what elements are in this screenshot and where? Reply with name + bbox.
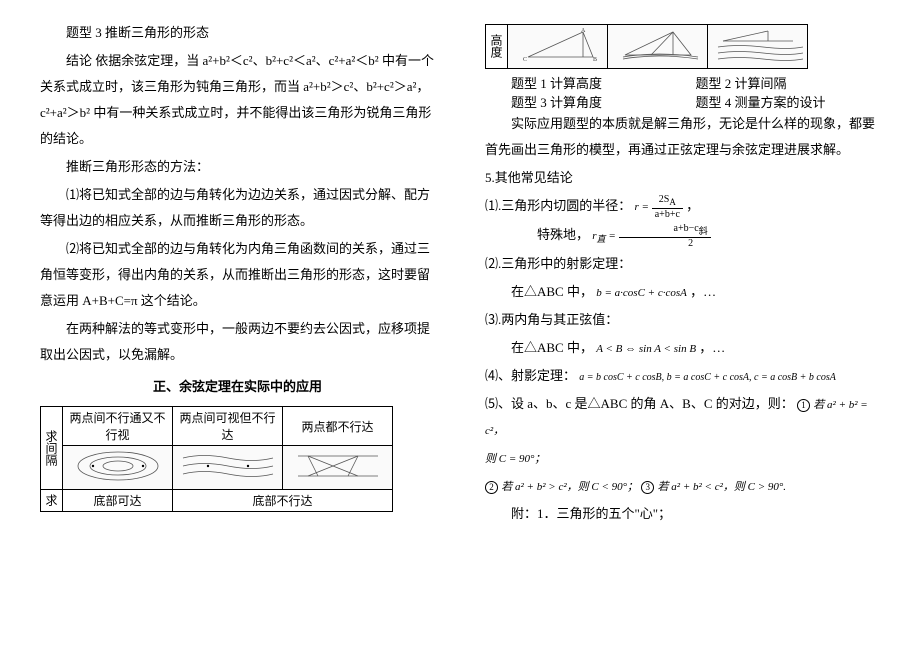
para: ⑷、射影定理： a = b cosC + c cosB, b = a cosC … xyxy=(485,363,880,389)
cell: 底部可达 xyxy=(63,489,173,511)
circled-number: 3 xyxy=(641,481,654,494)
para: 则 C = 90°； xyxy=(485,445,880,471)
cell: 底部不行达 xyxy=(173,489,393,511)
diagram-cell xyxy=(283,446,393,490)
type-item: 题型 3 计算角度 xyxy=(511,92,696,111)
cell: 两点间可视但不行达 xyxy=(173,407,283,446)
circled-number: 2 xyxy=(485,481,498,494)
type-item: 题型 1 计算高度 xyxy=(511,73,696,92)
waves-icon xyxy=(178,448,278,484)
para: ⑴将已知式全部的边与角转化为边边关系，通过因式分解、配方等得出边的相应关系，从而… xyxy=(40,182,435,234)
cell: 两点都不行达 xyxy=(283,407,393,446)
formula: b = a·cosC + c·cosA xyxy=(596,287,687,299)
text: 特殊地， xyxy=(537,227,589,242)
para: 结论 依据余弦定理，当 a²+b²＜c²、b²+c²＜a²、c²+a²＜b² 中… xyxy=(40,48,435,152)
svg-text:B: B xyxy=(593,57,597,63)
diagram-cell xyxy=(173,446,283,490)
crosslines-icon xyxy=(288,448,388,484)
formula: r直 = xyxy=(592,230,618,242)
para: ⑴.三角形内切圆的半径： r = 2SAa+b+c ， xyxy=(485,193,880,220)
fraction: a+b−c斜2 xyxy=(619,223,711,249)
row-label: 高度 xyxy=(486,25,508,69)
text: ， xyxy=(686,198,699,213)
type-item: 题型 4 测量方案的设计 xyxy=(696,92,881,111)
formula: A < B ⇔ sin A < sin B xyxy=(596,343,696,355)
text: ，… xyxy=(690,284,716,299)
fraction: 2SAa+b+c xyxy=(652,194,683,220)
text: ，… xyxy=(699,340,725,355)
type-row: 题型 3 计算角度 题型 4 测量方案的设计 xyxy=(485,92,880,111)
para: ⑵将已知式全部的边与角转化为内角三角函数间的关系，通过三角恒等变形，得出内角的关… xyxy=(40,236,435,314)
text: ⑷、射影定理： xyxy=(485,368,576,383)
para: 在△ABC 中， A < B ⇔ sin A < sin B ，… xyxy=(485,335,880,361)
diagram-cell xyxy=(608,25,708,69)
circled-number: 1 xyxy=(797,399,810,412)
para: 在△ABC 中， b = a·cosC + c·cosA ，… xyxy=(485,279,880,305)
text: ⑴.三角形内切圆的半径： xyxy=(485,198,631,213)
para: 推断三角形形态的方法： xyxy=(40,154,435,180)
text: 在△ABC 中， xyxy=(511,284,593,299)
formula: 则 C = 90°； xyxy=(485,453,545,465)
text: ⑸、设 a、b、c 是△ABC 的角 A、B、C 的对边，则： xyxy=(485,396,794,411)
para: 题型 3 推断三角形的形态 xyxy=(40,20,435,46)
waves-lines-icon xyxy=(713,27,803,63)
row-label: 求间隔 xyxy=(41,407,63,490)
text: 在△ABC 中， xyxy=(511,340,593,355)
section-title: 正、余弦定理在实际中的应用 xyxy=(40,374,435,400)
para: ⑵.三角形中的射影定理： xyxy=(485,251,880,277)
heading: 5.其他常见结论 xyxy=(485,165,880,191)
formula: 若 a² + b² > c²，则 C < 90°； xyxy=(501,481,638,493)
table-height: 高度 A C B xyxy=(485,24,808,69)
diagram-cell xyxy=(708,25,808,69)
cell: 两点间不行通又不行视 xyxy=(63,407,173,446)
diagram-cell: A C B xyxy=(508,25,608,69)
para: 2 若 a² + b² > c²，则 C < 90°； 3 若 a² + b² … xyxy=(485,473,880,499)
type-item: 题型 2 计算间隔 xyxy=(696,73,881,92)
para: 在两种解法的等式变形中，一般两边不要约去公因式，应移项提取出公因式，以免漏解。 xyxy=(40,316,435,368)
para: ⑶.两内角与其正弦值： xyxy=(485,307,880,333)
formula: r = xyxy=(635,201,652,213)
diagram-cell xyxy=(63,446,173,490)
formula: 若 a² + b² < c²，则 C > 90°. xyxy=(658,481,787,493)
formula: a = b cosC + c cosB, b = a cosC + c cosA… xyxy=(579,372,836,383)
type-row: 题型 1 计算高度 题型 2 计算间隔 xyxy=(485,73,880,92)
svg-text:A: A xyxy=(581,28,586,34)
para: ⑸、设 a、b、c 是△ABC 的角 A、B、C 的对边，则： 1 若 a² +… xyxy=(485,391,880,443)
row-label: 求 xyxy=(41,489,63,511)
triangle-arc-icon xyxy=(613,27,703,63)
contour-icon xyxy=(68,448,168,484)
triangle-icon: A C B xyxy=(513,27,603,63)
para: 附：1．三角形的五个"心"； xyxy=(485,501,880,527)
para: 特殊地， r直 = a+b−c斜2 xyxy=(485,222,880,249)
svg-text:C: C xyxy=(523,57,527,63)
para: 实际应用题型的本质就是解三角形，无论是什么样的现象，都要首先画出三角形的模型，再… xyxy=(485,111,880,163)
table-distance: 求间隔 两点间不行通又不行视 两点间可视但不行达 两点都不行达 xyxy=(40,406,393,512)
